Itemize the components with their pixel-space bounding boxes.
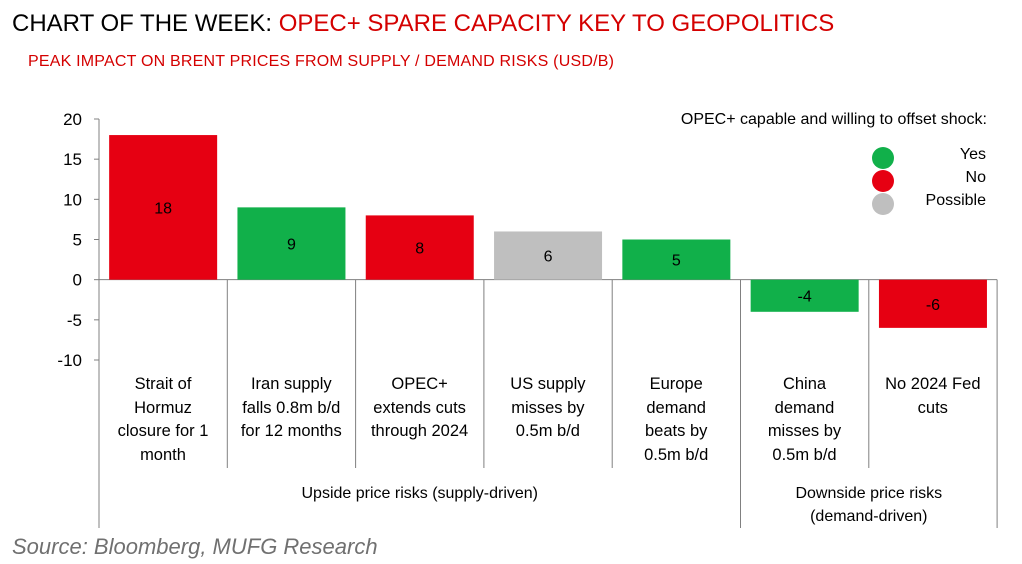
legend-swatch-yes	[872, 147, 894, 169]
category-label-line: Europe	[649, 375, 703, 393]
category-label-line: falls 0.8m b/d	[242, 398, 341, 417]
category-label-line: misses by	[511, 398, 585, 417]
bar	[365, 215, 474, 280]
y-tick-label: 0	[73, 271, 82, 290]
title-prefix: CHART OF THE WEEK:	[12, 10, 273, 37]
bar-value-label: 9	[287, 237, 296, 254]
bar-chart: 20 15 10 5 0 -5 -10 18 9 8 6 5 -4 -6	[57, 110, 998, 528]
bar-value-label: 8	[415, 241, 424, 258]
y-tick-label: 5	[73, 231, 82, 250]
legend-swatch-possible	[872, 193, 894, 215]
chart-title: CHART OF THE WEEK: OPEC+ SPARE CAPACITY …	[12, 10, 834, 38]
bar-value-label: -4	[798, 289, 812, 306]
category-label-line: month	[140, 445, 186, 464]
category-label-line: through 2024	[370, 422, 469, 440]
y-tick-label: 20	[63, 110, 82, 129]
group-label: Upside price risks (supply-driven)	[99, 482, 741, 505]
group-label: Downside price risks (demand-driven)	[741, 482, 998, 528]
bar-value-label: 5	[672, 253, 681, 270]
category-label: Europe demand beats by 0.5m b/d	[612, 373, 740, 467]
category-label-line: 0.5m b/d	[772, 445, 837, 464]
category-label-line: US supply	[510, 375, 586, 393]
category-label-line: demand	[774, 398, 835, 417]
category-label-line: closure for 1	[117, 422, 209, 440]
bar-value-label: 6	[544, 249, 553, 266]
source-note: Source: Bloomberg, MUFG Research	[12, 534, 378, 559]
bar	[622, 239, 731, 280]
category-label: No 2024 Fed cuts	[869, 373, 997, 420]
category-label-line: China	[782, 375, 827, 393]
y-tick-label: -5	[67, 311, 82, 330]
bar	[878, 279, 987, 328]
group-label-line: Downside price risks	[795, 485, 943, 502]
category-label-line: cuts	[917, 398, 948, 417]
category-label-line: demand	[646, 398, 706, 417]
y-tick-label: 10	[63, 190, 82, 209]
category-label-line: No 2024 Fed	[885, 375, 981, 393]
legend-title: OPEC+ capable and willing to offset shoc…	[680, 111, 987, 128]
category-label: OPEC+ extends cuts through 2024	[356, 373, 484, 444]
category-label-line: 0.5m b/d	[644, 445, 709, 464]
category-label-line: extends cuts	[373, 398, 466, 417]
y-tick-label: 15	[63, 150, 82, 169]
group-label-line: (demand-driven)	[810, 508, 928, 525]
category-label-line: Hormuz	[134, 398, 192, 417]
category-label-line: 0.5m b/d	[515, 422, 580, 440]
bar	[109, 135, 218, 280]
category-label-line: OPEC+	[391, 375, 448, 393]
category-label-line: Strait of	[134, 375, 192, 393]
bar	[237, 207, 346, 280]
category-label: Strait of Hormuz closure for 1 month	[99, 373, 227, 467]
legend-label-yes: Yes	[959, 146, 986, 163]
bar-value-label: 18	[154, 200, 172, 217]
y-tick-label: -10	[57, 351, 82, 370]
chart-subtitle: PEAK IMPACT ON BRENT PRICES FROM SUPPLY …	[28, 53, 615, 70]
category-label-line: beats by	[645, 422, 708, 440]
category-label: Iran supply falls 0.8m b/d for 12 months	[227, 373, 355, 444]
title-main: OPEC+ SPARE CAPACITY KEY TO GEOPOLITICS	[278, 10, 835, 37]
bar	[494, 231, 603, 280]
category-label: US supply misses by 0.5m b/d	[484, 373, 612, 444]
group-label-line: Upside price risks (supply-driven)	[301, 485, 538, 502]
bar-value-label: -6	[926, 297, 940, 314]
category-label: China demand misses by 0.5m b/d	[741, 373, 869, 467]
legend-swatch-no	[872, 170, 894, 192]
category-label-line: Iran supply	[250, 375, 332, 393]
legend-label-possible: Possible	[925, 192, 986, 209]
bar	[750, 279, 859, 312]
category-label-line: for 12 months	[240, 422, 342, 440]
category-label-line: misses by	[767, 422, 842, 440]
legend-label-no: No	[965, 169, 986, 186]
